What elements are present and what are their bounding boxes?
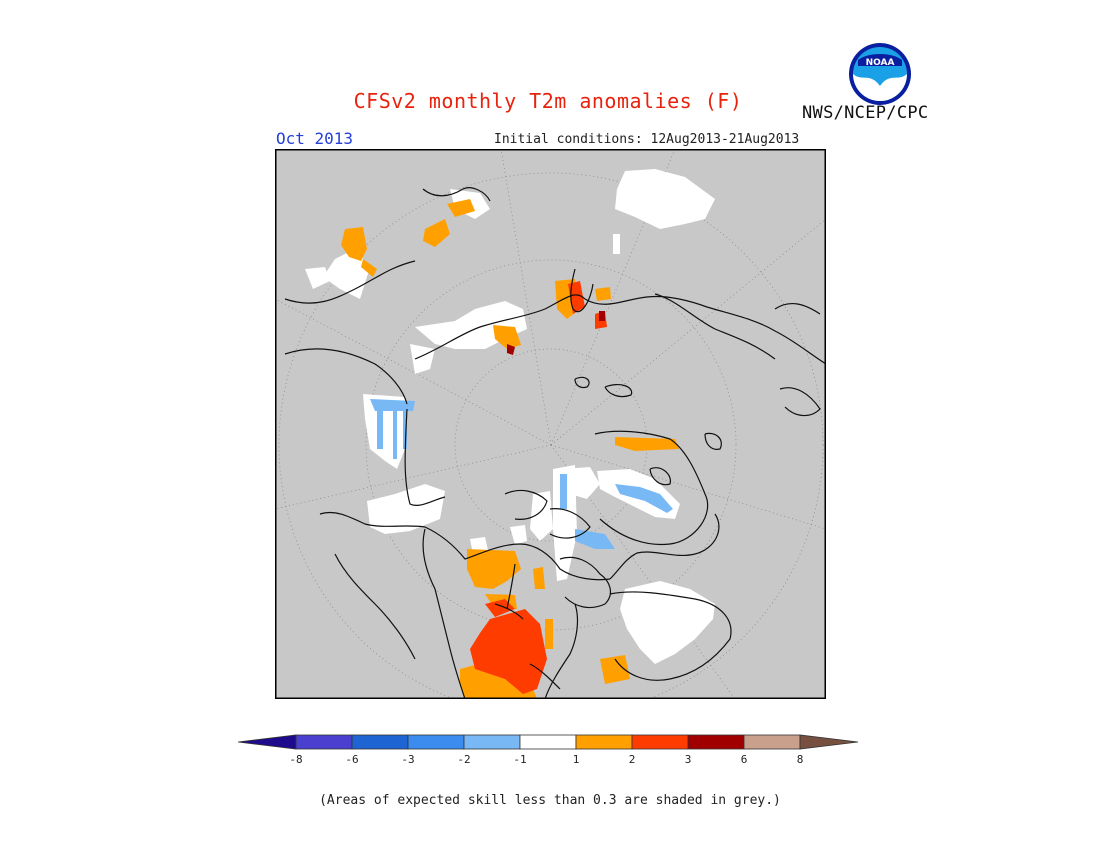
- dark-red-strong-warm-areas: [507, 311, 605, 355]
- colorbar-tick-label: -2: [457, 753, 470, 766]
- colorbar-segment: [743, 734, 801, 750]
- colorbar-segment: [351, 734, 409, 750]
- colorbar-tick-label: -8: [289, 753, 302, 766]
- colorbar-segment: [631, 734, 689, 750]
- colorbar-tick-label: -3: [401, 753, 414, 766]
- colorbar-ticks: -8 -6 -3 -2 -1 1 2 3 6 8: [289, 753, 803, 766]
- anomaly-map: [275, 149, 826, 699]
- colorbar-segment: [463, 734, 521, 750]
- light-blue-cold-areas: [370, 399, 673, 549]
- colorbar-segment: [519, 734, 577, 750]
- colorbar-tick-label: -1: [513, 753, 526, 766]
- colorbar-tick-label: 8: [797, 753, 804, 766]
- colorbar-tick-label: 3: [685, 753, 692, 766]
- noaa-logo: NOAA: [849, 43, 911, 105]
- colorbar-segment: [575, 734, 633, 750]
- coastlines: [284, 187, 826, 699]
- colorbar-segments: [238, 734, 859, 750]
- colorbar-arrow-low: [238, 734, 297, 750]
- colorbar-tick-label: 1: [573, 753, 580, 766]
- skill-footnote: (Areas of expected skill less than 0.3 a…: [319, 793, 781, 808]
- map-title: CFSv2 monthly T2m anomalies (F): [353, 89, 743, 113]
- colorbar-segment: [295, 734, 353, 750]
- colorbar-arrow-high: [799, 734, 859, 750]
- colorbar: -8 -6 -3 -2 -1 1 2 3 6 8: [238, 734, 859, 766]
- colorbar-segment: [407, 734, 465, 750]
- noaa-logo-text: NOAA: [866, 58, 895, 68]
- agency-label: NWS/NCEP/CPC: [802, 103, 929, 123]
- forecast-period: Oct 2013: [276, 129, 354, 148]
- map-frame: [275, 149, 826, 699]
- colorbar-tick-label: -6: [345, 753, 358, 766]
- colorbar-tick-label: 2: [629, 753, 636, 766]
- colorbar-tick-label: 6: [741, 753, 748, 766]
- initial-conditions: Initial conditions: 12Aug2013-21Aug2013: [494, 132, 800, 147]
- colorbar-segment: [687, 734, 745, 750]
